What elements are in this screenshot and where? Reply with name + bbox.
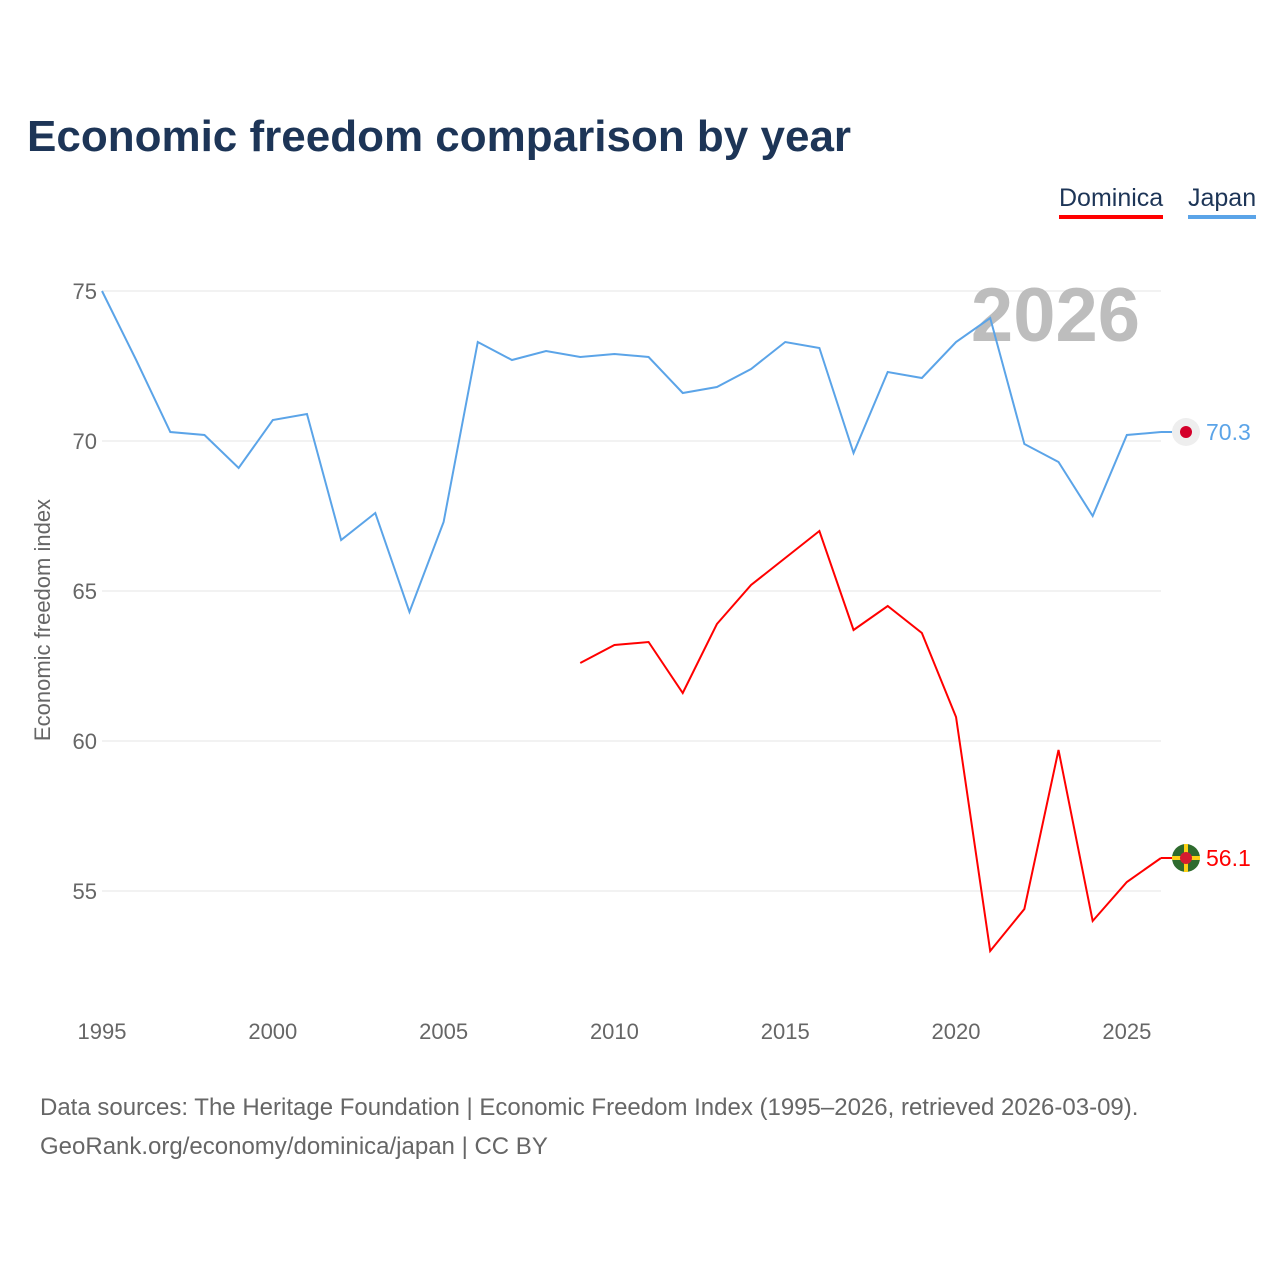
data-point	[510, 358, 514, 362]
data-point	[339, 538, 343, 542]
data-point	[852, 451, 856, 455]
footer-sources: Data sources: The Heritage Foundation | …	[40, 1094, 1139, 1121]
data-point	[647, 640, 651, 644]
data-point	[715, 622, 719, 626]
data-point	[578, 661, 582, 665]
data-point	[681, 391, 685, 395]
data-point	[237, 466, 241, 470]
data-point	[1091, 919, 1095, 923]
data-point	[988, 316, 992, 320]
y-tick-label: 70	[73, 429, 97, 454]
data-point	[988, 949, 992, 953]
data-point	[817, 346, 821, 350]
data-point	[1057, 460, 1061, 464]
data-point	[476, 340, 480, 344]
data-point	[886, 370, 890, 374]
y-axis-label: Economic freedom index	[30, 499, 55, 741]
y-tick-label: 65	[73, 579, 97, 604]
data-point	[954, 715, 958, 719]
year-watermark: 2026	[971, 273, 1140, 358]
data-point	[100, 289, 104, 293]
flag-disc	[1180, 852, 1192, 864]
y-tick-label: 55	[73, 879, 97, 904]
x-tick-label: 2015	[761, 1019, 810, 1044]
data-point	[271, 418, 275, 422]
data-point	[407, 610, 411, 614]
data-point	[817, 529, 821, 533]
data-point	[715, 385, 719, 389]
data-point	[681, 691, 685, 695]
data-point	[647, 355, 651, 359]
data-point	[373, 511, 377, 515]
end-value-label: 56.1	[1206, 845, 1251, 871]
data-point	[783, 340, 787, 344]
data-point	[1125, 880, 1129, 884]
data-point	[168, 430, 172, 434]
footer-attribution: GeoRank.org/economy/dominica/japan | CC …	[40, 1133, 548, 1160]
data-point	[783, 556, 787, 560]
data-point	[202, 433, 206, 437]
x-tick-label: 2005	[419, 1019, 468, 1044]
data-point	[920, 376, 924, 380]
data-point	[544, 349, 548, 353]
data-point	[920, 631, 924, 635]
data-point	[1022, 907, 1026, 911]
y-tick-label: 60	[73, 729, 97, 754]
data-point	[886, 604, 890, 608]
legend-japan[interactable]: Japan	[1188, 184, 1257, 219]
data-point	[749, 367, 753, 371]
data-point	[442, 520, 446, 524]
data-point	[134, 358, 138, 362]
x-tick-label: 2010	[590, 1019, 639, 1044]
series-line-japan	[101, 290, 1162, 615]
x-tick-label: 2025	[1102, 1019, 1151, 1044]
data-point	[578, 355, 582, 359]
footer: Data sources: The Heritage Foundation | …	[40, 1088, 1138, 1166]
x-tick-label: 2020	[932, 1019, 981, 1044]
data-point	[1091, 514, 1095, 518]
data-point	[852, 628, 856, 632]
y-tick-label: 75	[73, 279, 97, 304]
data-point	[305, 412, 309, 416]
data-point	[612, 352, 616, 356]
data-point	[1125, 433, 1129, 437]
end-value-label: 70.3	[1206, 419, 1251, 445]
data-point	[1022, 442, 1026, 446]
data-point	[749, 583, 753, 587]
flag-disc	[1180, 426, 1192, 438]
data-point	[612, 643, 616, 647]
data-point	[1057, 748, 1061, 752]
chart-title: Economic freedom comparison by year	[27, 112, 852, 161]
series-line-dominica	[579, 529, 1162, 954]
x-tick-label: 1995	[78, 1019, 127, 1044]
legend-dominica[interactable]: Dominica	[1059, 184, 1164, 219]
x-tick-label: 2000	[248, 1019, 297, 1044]
data-point	[954, 340, 958, 344]
